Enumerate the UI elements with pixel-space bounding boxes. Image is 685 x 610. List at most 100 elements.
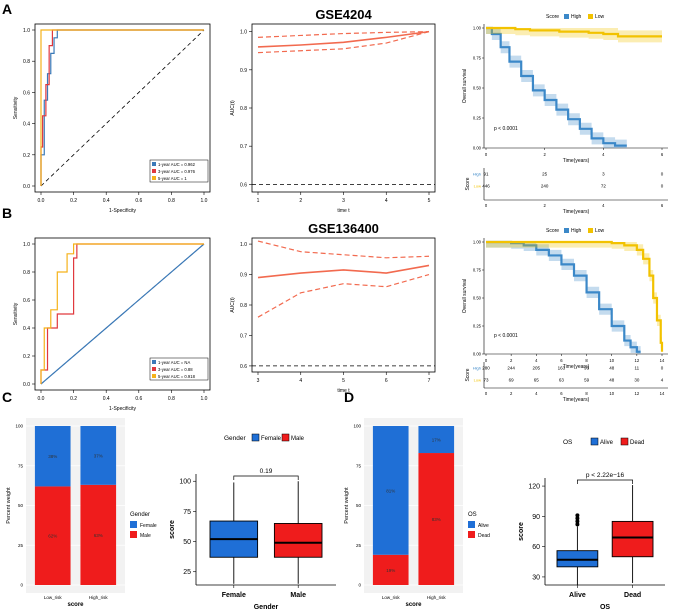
risk-table-value: 0 <box>661 366 664 371</box>
x-axis-label: OS <box>600 604 610 610</box>
legend-title: Score <box>546 14 559 20</box>
roc-curve-3 <box>40 29 204 186</box>
auc-ci-lower-line <box>257 273 430 318</box>
y-tick-label: 1.0 <box>23 242 30 248</box>
data-label: 83% <box>432 517 441 522</box>
y-tick-label: 0.8 <box>23 270 30 276</box>
table-x-tick-label: 10 <box>609 391 614 396</box>
risk-table-group: Low <box>474 378 481 383</box>
x-tick-label: 4 <box>385 198 388 204</box>
legend-label: Low <box>595 228 605 234</box>
legend-label: 1-year AUC = NA <box>158 360 190 365</box>
y-tick-label: 0.8 <box>23 59 30 65</box>
p-value: p < 2.22e−16 <box>586 472 625 479</box>
table-x-tick-label: 14 <box>660 391 665 396</box>
legend-label: Alive <box>478 523 489 529</box>
y-tick-label: 30 <box>532 574 540 581</box>
km-chart-B_km: 0.00 0.25 0.50 0.75 1.00 0 2 4 6 8 10 12 14 Time(year… <box>462 228 668 403</box>
x-tick-label: 1.0 <box>201 396 208 402</box>
x-tick-label: 0.4 <box>103 396 110 402</box>
legend-swatch <box>152 367 156 371</box>
ci-band-low <box>486 242 662 354</box>
y-tick-label: 75 <box>18 463 24 468</box>
x-tick-label: 0.4 <box>103 198 110 204</box>
legend-title: OS <box>563 439 573 446</box>
y-tick-label: 25 <box>18 543 24 548</box>
x-tick-label: 0.0 <box>38 396 45 402</box>
data-label: 81% <box>386 488 395 493</box>
y-tick-label: 0.50 <box>473 86 482 91</box>
data-label: 17% <box>432 438 441 443</box>
bar-segment-female <box>80 426 117 485</box>
y-tick-label: 100 <box>15 424 23 429</box>
box-dead <box>611 520 654 558</box>
x-tick-label: 2 <box>299 198 302 204</box>
plot-frame <box>34 237 211 391</box>
legend-title: OS <box>468 512 477 518</box>
legend-swatch <box>468 521 475 528</box>
x-tick-label: 2 <box>510 358 513 363</box>
legend-swatch <box>564 228 569 233</box>
x-axis-label: time t <box>337 208 350 214</box>
table-x-tick-label: 2 <box>510 391 513 396</box>
y-tick-label: 0 <box>20 583 23 588</box>
y-tick-label: 25 <box>183 569 191 576</box>
table-x-tick-label: 8 <box>585 391 588 396</box>
y-tick-label: 0.0 <box>23 382 30 388</box>
legend-swatch <box>251 433 260 442</box>
y-tick-label: 0.4 <box>23 326 30 332</box>
legend-swatch <box>620 437 629 446</box>
legend-label: Male <box>291 436 305 442</box>
y-axis-label: score <box>518 522 525 541</box>
data-label: 37% <box>94 453 103 458</box>
survival-curve-high <box>486 26 627 147</box>
table-x-axis-label: Time(years) <box>563 209 590 215</box>
x-tick-label: 4 <box>299 378 302 384</box>
stacked-bar-chart-D_bar: 0 25 50 75 100 19% 81% Low_risk 83% 17% High_risks… <box>344 418 490 608</box>
risk-table-value: 3 <box>602 172 605 177</box>
survival-curve-low <box>486 240 664 352</box>
y-tick-label: 0.50 <box>473 296 482 301</box>
chart-title: GSE136400 <box>308 221 379 236</box>
x-tick-label: 0.6 <box>135 396 142 402</box>
x-tick-label: 10 <box>609 358 614 363</box>
y-tick-label: 0.00 <box>473 146 482 151</box>
panel-label-a: A <box>2 1 12 17</box>
table-x-tick-label: 6 <box>661 203 664 208</box>
risk-table-value: 244 <box>507 366 515 371</box>
y-tick-label: 0.9 <box>240 273 247 279</box>
legend-swatch <box>152 374 156 378</box>
box-alive <box>556 550 599 568</box>
risk-table-value: 65 <box>534 378 540 383</box>
x-tick-label: Alive <box>569 592 586 599</box>
p-value: p < 0.0001 <box>494 333 518 339</box>
risk-table-value: 48 <box>609 366 615 371</box>
roc-legend <box>149 357 209 381</box>
auc-line <box>257 30 430 48</box>
y-tick-label: 0 <box>358 583 361 588</box>
x-tick-label: 6 <box>385 378 388 384</box>
x-axis-label: score <box>405 602 422 608</box>
survival-curve-low <box>486 26 662 38</box>
legend-swatch <box>152 360 156 364</box>
roc-legend <box>149 159 209 183</box>
y-tick-label: 0.75 <box>473 268 482 273</box>
x-tick-label: Low_risk <box>382 595 401 600</box>
y-axis-label: Sensitivity <box>13 302 19 325</box>
legend-label: 3-year AUC = 0.88 <box>158 367 193 372</box>
box-male <box>273 523 323 558</box>
x-tick-label: 0.2 <box>70 396 77 402</box>
legend-swatch <box>468 531 475 538</box>
y-tick-label: 50 <box>18 503 24 508</box>
roc-chart-A_roc: 0.0 0.2 0.4 0.6 0.8 1.0 0.0 0.2 0.4 0.6 0.8 1.0 1-Sp… <box>13 23 211 214</box>
legend-swatch <box>590 437 599 446</box>
risk-table-value: 30 <box>634 378 640 383</box>
risk-table-value: 11 <box>635 366 640 371</box>
y-tick-label: 0.2 <box>23 153 30 159</box>
x-tick-label: 6 <box>560 358 563 363</box>
y-tick-label: 1.0 <box>23 28 30 34</box>
boxplot-chart-C_box: 25 50 75 100 score Gender Female Male Female Male… <box>169 433 336 610</box>
x-tick-label: 14 <box>660 358 665 363</box>
auc-ci-upper-line <box>257 31 430 38</box>
x-tick-label: 5 <box>342 378 345 384</box>
